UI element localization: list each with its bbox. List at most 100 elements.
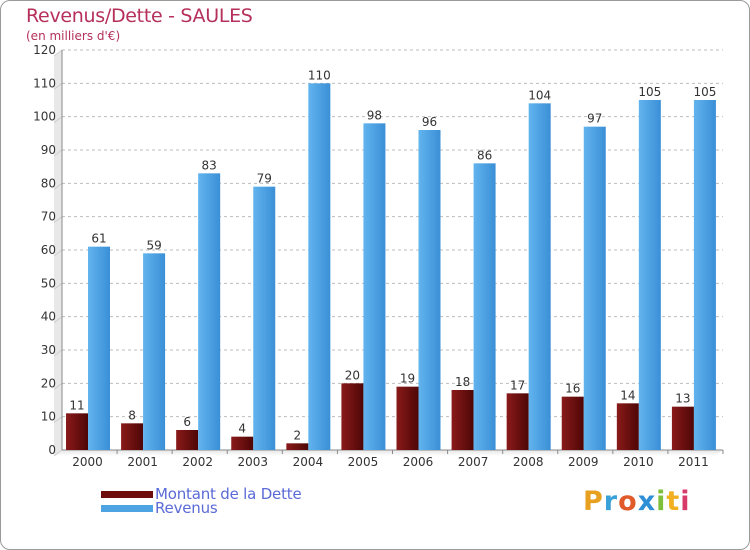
y-tick-label: 20 [41,376,56,390]
gridline-side [53,182,63,190]
data-label-dette: 17 [510,378,525,392]
data-label-revenus: 105 [638,85,661,99]
gridline-side [53,216,63,224]
bar-revenus [363,123,386,450]
bar-dette [451,390,474,450]
bar-dette [121,423,144,450]
y-tick-label: 100 [33,110,56,124]
x-tick-label: 2002 [182,455,213,469]
proxiti-logo: Proxiti [583,486,691,517]
data-label-revenus: 83 [202,158,217,172]
gridline-side [53,349,63,357]
y-tick-label: 60 [41,243,56,257]
x-tick-label: 2005 [348,455,379,469]
logo-letter: i [656,486,667,517]
bar-dette [616,403,639,450]
y-tick-label: 10 [41,410,56,424]
y-tick-label: 40 [41,310,56,324]
chart-title: Revenus/Dette - SAULES [26,5,253,27]
gridline-side [53,282,63,290]
chart-subtitle: (en milliers d'€) [26,29,121,43]
x-tick-label: 2010 [623,455,654,469]
logo-letter: t [666,486,681,517]
legend-item-revenus: Revenus [101,499,218,517]
y-tick-label: 90 [41,143,56,157]
gridline-side [53,382,63,390]
y-tick-label: 50 [41,276,56,290]
bar-dette [176,430,199,450]
bar-revenus [693,100,716,450]
data-label-dette: 8 [128,408,136,422]
data-label-revenus: 97 [587,112,602,126]
bar-dette [66,413,88,450]
bar-revenus [143,253,166,450]
bar-dette [506,393,529,450]
x-tick-label: 2000 [72,455,103,469]
bar-dette [286,443,309,450]
gridline-side [53,49,63,57]
x-tick-label: 2009 [568,455,599,469]
y-tick-label: 120 [33,43,56,57]
bar-revenus [583,126,606,451]
bar-revenus [473,163,496,451]
x-tick-label: 2007 [458,455,489,469]
gridline-side [53,249,63,257]
legend-item-dette: Montant de la Dette [101,485,302,503]
legend-label-revenus: Revenus [155,499,218,517]
logo-letter: i [680,486,691,517]
gridline-side [53,316,63,324]
data-label-revenus: 96 [422,115,437,129]
data-label-revenus: 59 [146,238,161,252]
bar-dette [396,386,419,450]
y-tick-label: 70 [41,210,56,224]
data-label-revenus: 79 [257,172,272,186]
bar-revenus [253,186,276,450]
bar-revenus [528,103,551,450]
gridline-side [53,416,63,424]
x-tick-label: 2011 [678,455,709,469]
data-label-revenus: 110 [308,68,331,82]
bar-revenus [638,100,661,450]
legend-label-dette: Montant de la Dette [155,485,302,503]
bar-revenus [88,246,110,450]
data-label-dette: 11 [69,398,84,412]
bar-dette [671,406,694,450]
x-tick-label: 2003 [238,455,269,469]
logo-letter: P [583,486,604,517]
data-label-revenus: 86 [477,148,492,162]
x-tick-label: 2004 [293,455,324,469]
data-label-revenus: 104 [528,88,551,102]
y-tick-label: 80 [41,176,56,190]
data-label-dette: 13 [675,392,690,406]
bar-revenus [308,83,331,450]
data-label-dette: 2 [294,428,302,442]
data-label-dette: 4 [238,422,246,436]
data-label-revenus: 105 [693,85,716,99]
y-tick-label: 110 [33,76,56,90]
data-label-dette: 18 [455,375,470,389]
gridline-side [53,116,63,124]
bar-dette [341,383,364,450]
data-label-dette: 16 [565,382,580,396]
data-label-revenus: 98 [367,108,382,122]
logo-letter: o [618,486,638,517]
logo-letter: x [637,486,657,517]
bar-revenus [418,130,441,450]
legend-swatch-dette [101,490,153,498]
data-label-dette: 19 [400,372,415,386]
gridline-side [53,449,63,457]
plot-floor [54,450,723,456]
bar-dette [231,436,254,450]
x-tick-label: 2001 [127,455,158,469]
legend-swatch-revenus [101,504,153,512]
x-tick-label: 2008 [513,455,544,469]
y-tick-label: 0 [48,443,56,457]
data-label-revenus: 61 [91,232,106,246]
gridline-side [53,82,63,90]
y-tick-label: 30 [41,343,56,357]
data-label-dette: 14 [620,388,635,402]
logo-letter: r [603,486,619,517]
bar-dette [561,396,584,450]
x-tick-label: 2006 [403,455,434,469]
